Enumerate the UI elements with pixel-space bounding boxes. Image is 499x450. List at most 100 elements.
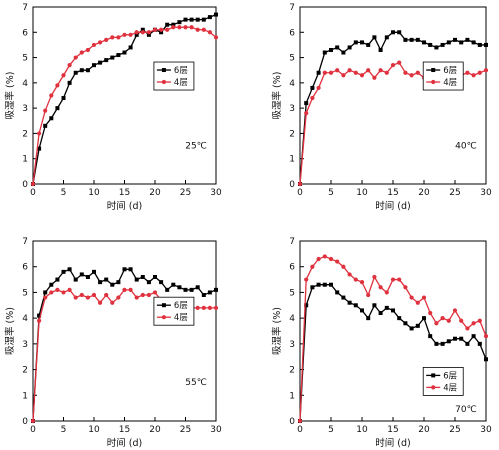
x-tick-label: 30 [480,188,492,198]
x-tick-label: 5 [61,425,67,435]
data-point [483,334,489,339]
data-point [61,96,66,101]
data-point [61,290,66,295]
y-tick-label: 1 [289,391,295,401]
data-point [483,68,489,73]
legend-box [422,61,464,91]
data-point [384,305,389,310]
data-point [372,274,377,280]
data-point [128,287,133,292]
data-point [165,287,170,292]
data-point [366,68,371,73]
data-point [67,287,72,292]
data-point [378,311,383,315]
data-point [366,292,371,298]
x-tick-label: 10 [88,425,100,435]
x-tick-label: 20 [149,425,161,435]
series-2 [30,25,219,187]
y-tick-label: 3 [22,340,28,350]
data-point [85,68,90,73]
x-tick-label: 5 [328,425,334,435]
data-point [189,287,194,292]
legend-label: 6层 [174,66,188,76]
data-point [79,272,84,277]
data-point [152,27,158,32]
y-tick-label: 0 [289,417,295,427]
legend-box [153,296,195,326]
y-tick-label: 7 [289,237,295,247]
y-tick-label: 5 [289,54,295,64]
data-point [335,290,340,295]
data-point [110,55,115,60]
data-point [415,300,420,305]
data-point [409,37,414,42]
data-point [434,45,439,50]
data-point [304,277,309,282]
x-tick-label: 20 [418,188,430,198]
data-point [110,35,115,40]
data-point [201,27,206,32]
data-point [397,30,402,35]
data-point [146,280,151,285]
data-point [459,336,464,341]
data-point [201,293,206,297]
data-point [452,308,458,313]
x-tick-label: 0 [30,425,36,435]
data-point [171,282,176,287]
data-point [310,95,315,101]
data-point [55,277,60,282]
data-point [79,50,84,55]
data-point [403,70,408,75]
data-point [214,12,218,17]
data-point [207,305,212,310]
data-point [73,70,78,75]
data-point [195,305,200,310]
data-point [471,40,476,45]
temperature-annotation: 25℃ [185,142,207,152]
data-point [177,25,182,30]
data-point [134,277,139,282]
legend-label: 6层 [174,301,188,311]
data-point [403,285,408,290]
series-1 [31,12,218,186]
data-point [49,116,54,121]
data-point [484,357,488,362]
legend-label: 4层 [443,383,457,393]
y-tick-label: 4 [22,79,28,89]
data-point [146,292,151,298]
data-point [116,53,121,58]
data-point [465,326,470,331]
y-tick-label: 6 [289,263,295,273]
data-point [415,37,420,42]
data-point [341,73,346,78]
data-point [434,321,439,326]
data-point [49,282,54,287]
data-point [189,25,194,30]
data-point [397,316,402,321]
data-point [335,68,340,73]
data-point [372,75,377,80]
data-point [428,334,433,339]
y-tick-label: 5 [22,54,28,64]
data-point [471,334,476,339]
data-point [341,50,346,55]
y-tick-label: 1 [289,155,295,165]
x-tick-label: 5 [328,188,334,198]
data-point [85,47,90,53]
series-line [299,31,486,185]
data-point [329,47,333,52]
data-point [165,22,170,27]
data-point [409,295,414,300]
data-point [98,40,103,45]
data-point [213,305,219,310]
x-tick-label: 25 [180,425,191,435]
data-point [159,30,164,35]
data-point [316,85,321,91]
data-point [183,17,188,22]
data-point [92,269,96,274]
data-point [85,275,90,279]
